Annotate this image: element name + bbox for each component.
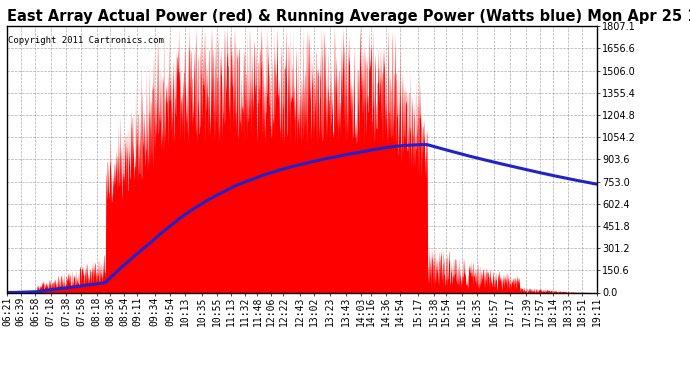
Text: East Array Actual Power (red) & Running Average Power (Watts blue) Mon Apr 25 19: East Array Actual Power (red) & Running … (7, 9, 690, 24)
Text: Copyright 2011 Cartronics.com: Copyright 2011 Cartronics.com (8, 36, 164, 45)
